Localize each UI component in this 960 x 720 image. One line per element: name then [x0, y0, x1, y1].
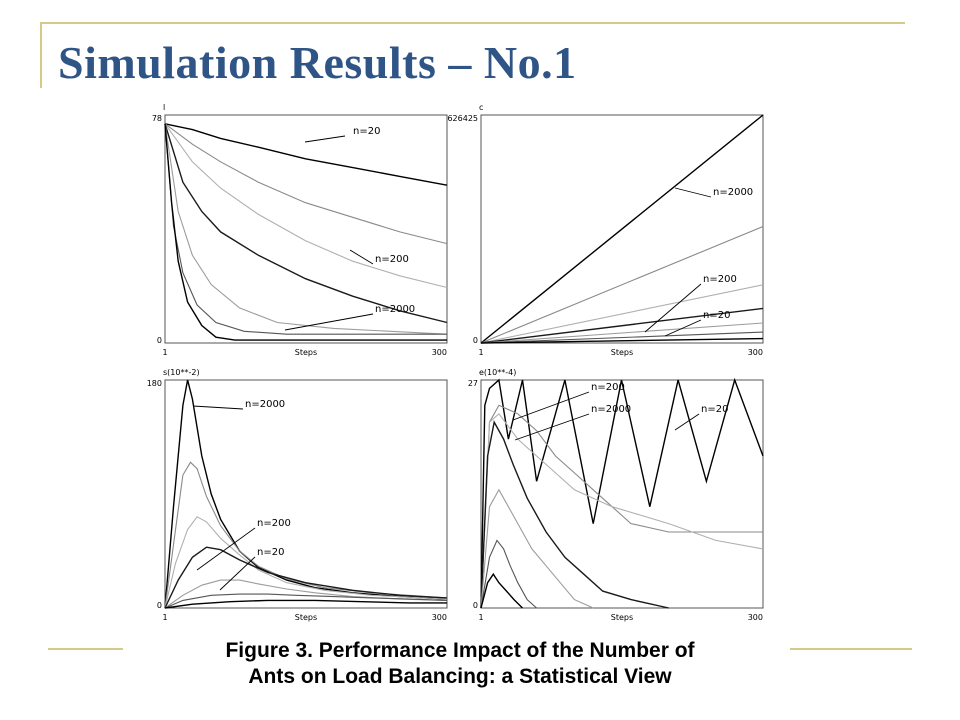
panel-4-ytick-max: 27: [468, 379, 478, 388]
panel-1-xtick-min: 1: [162, 348, 167, 357]
panel-4-series-2: [480, 404, 763, 609]
panel-4-leader-1: [512, 391, 590, 421]
panel-4-leader-2: [514, 413, 590, 441]
panel-4-series-4: [480, 420, 669, 609]
panel-frame-3: [164, 379, 448, 609]
panel-2-leader-2: [644, 283, 702, 333]
panel-4-series-1: [480, 377, 764, 609]
panel-2-annotation-3: n=20: [703, 310, 730, 321]
panel-1-ylabel: l: [163, 103, 165, 112]
panel-2-ytick-min: 0: [473, 336, 478, 345]
panel-2-series-2: [480, 225, 764, 344]
panel-3-series-1: [164, 379, 448, 609]
caption-line-2: Ants on Load Balancing: a Statistical Vi…: [248, 665, 672, 688]
panel-1-leader-2: [349, 249, 374, 265]
panel-3-annotation-3: n=20: [257, 547, 284, 558]
panel-1-series-2: [164, 123, 448, 245]
panel-1-annotation-1: n=20: [353, 126, 380, 137]
panel-4-series-6: [480, 539, 537, 609]
panel-4-series-7: [480, 572, 523, 609]
panel-2-ytick-max: 626425: [447, 114, 478, 123]
panel-2-series-5: [480, 322, 764, 344]
panel-3-ytick-min: 0: [157, 601, 162, 610]
panel-3-xtick-max: 300: [432, 613, 447, 622]
panel-1-series-5: [164, 123, 448, 335]
panel-1-series-7: [164, 123, 447, 341]
panel-3-series-6: [164, 593, 448, 609]
panel-1-leader-1: [304, 135, 346, 143]
panel-1-annotation-3: n=2000: [375, 304, 415, 315]
panel-4-ylabel: e(10**-4): [479, 368, 516, 377]
panel-3-leader-1: [192, 405, 244, 410]
panel-3-xtick-min: 1: [162, 613, 167, 622]
panel-2-series-7: [480, 337, 764, 344]
panel-1-annotation-2: n=200: [375, 254, 409, 265]
panel-4-annotation-3: n=20: [701, 404, 728, 415]
panel-2-series-1: [480, 114, 764, 344]
panel-1-series-4: [164, 123, 448, 324]
panel-1-series-3: [164, 123, 448, 289]
panel-1-series-1: [164, 123, 448, 186]
panel-2-series-4: [480, 307, 764, 344]
panel-3-ylabel: s(10**-2): [163, 368, 200, 377]
panel-4-xtick-min: 1: [478, 613, 483, 622]
panel-3-xlabel: Steps: [295, 613, 317, 622]
panel-4-xtick-max: 300: [748, 613, 763, 622]
panel-1-xlabel: Steps: [295, 348, 317, 357]
panel-3-annotation-1: n=2000: [245, 399, 285, 410]
panel-1-ytick-min: 0: [157, 336, 162, 345]
panel-3-series-7: [164, 599, 447, 609]
panel-2-series-3: [480, 284, 764, 344]
top-rule: [40, 22, 905, 24]
panel-1-ytick-max: 78: [152, 114, 162, 123]
panel-2-leader-3: [664, 319, 702, 337]
panel-2-annotation-2: n=200: [703, 274, 737, 285]
slide-title: Simulation Results – No.1: [58, 37, 577, 88]
panel-2-series-6: [480, 331, 764, 344]
panel-4-ytick-min: 0: [473, 601, 478, 610]
panel-1-xtick-max: 300: [432, 348, 447, 357]
panel-2-xtick-min: 1: [478, 348, 483, 357]
panel-2-annotation-1: n=2000: [713, 187, 753, 198]
panel-4-annotation-2: n=2000: [591, 404, 631, 415]
panel-4-leader-3: [674, 413, 700, 431]
left-rule: [40, 22, 42, 88]
panel-4-xlabel: Steps: [611, 613, 633, 622]
panel-4-series-3: [480, 412, 764, 609]
panel-4-series-5: [480, 488, 594, 609]
panel-3-leader-2: [196, 527, 256, 571]
panel-frame-1: [164, 114, 448, 344]
bottom-rule-left: [48, 648, 123, 650]
panel-2-xlabel: Steps: [611, 348, 633, 357]
panel-2-ylabel: c: [479, 103, 483, 112]
panel-4-annotation-1: n=200: [591, 382, 625, 393]
panel-1-leader-3: [284, 313, 374, 331]
panel-2-xtick-max: 300: [748, 348, 763, 357]
panel-3-annotation-2: n=200: [257, 518, 291, 529]
panel-3-leader-3: [219, 556, 256, 591]
caption-line-1: Figure 3. Performance Impact of the Numb…: [225, 639, 695, 662]
panel-2-leader-1: [674, 187, 712, 198]
panel-3-ytick-max: 180: [147, 379, 162, 388]
bottom-rule-right: [790, 648, 912, 650]
panel-3-series-4: [164, 546, 448, 609]
panel-3-series-2: [164, 461, 448, 609]
figure-caption: Figure 3. Performance Impact of the Numb…: [130, 638, 790, 690]
